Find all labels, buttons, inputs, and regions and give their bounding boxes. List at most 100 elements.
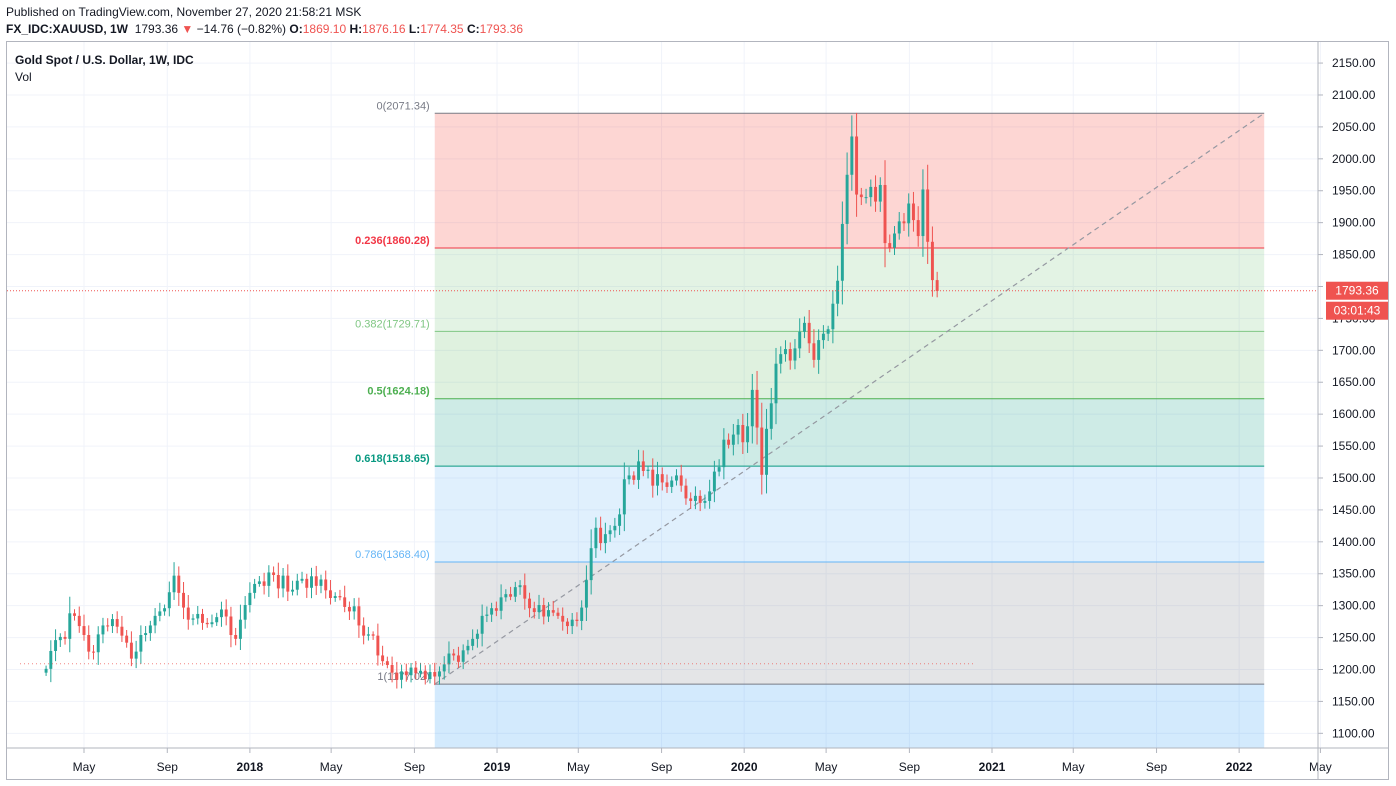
y-tick-label: 1850.00 xyxy=(1332,248,1376,262)
x-tick-label: 2019 xyxy=(484,760,511,774)
candle-body xyxy=(77,615,81,627)
candle-body xyxy=(238,619,242,639)
candle-body xyxy=(120,626,124,636)
candle-body xyxy=(253,583,257,593)
y-tick-label: 2100.00 xyxy=(1332,88,1376,102)
candle-body xyxy=(509,594,513,597)
y-tick-label: 2050.00 xyxy=(1332,120,1376,134)
candle-body xyxy=(513,587,517,597)
fib-level-label: 1(1177.02) xyxy=(377,671,429,683)
candle-body xyxy=(556,612,560,616)
candle-body xyxy=(44,668,48,673)
candle-body xyxy=(456,655,460,662)
change-value: −14.76 (−0.82%) xyxy=(196,22,287,36)
candle-body xyxy=(575,619,579,621)
fib-retracement[interactable]: 0(2071.34) 0.236(1860.28) 0.382(1729.71) 0.… xyxy=(355,100,1265,748)
candle-body xyxy=(461,650,465,662)
low-label: L: xyxy=(408,22,421,36)
close-value: 1793.36 xyxy=(479,22,524,36)
candle-body xyxy=(376,635,380,656)
x-tick-label: May xyxy=(815,760,838,774)
legend-vol: Vol xyxy=(15,70,32,84)
x-tick-label: May xyxy=(1309,760,1332,774)
candle-body xyxy=(670,480,674,487)
candle-body xyxy=(532,608,536,613)
candle-body xyxy=(869,186,873,198)
candle-body xyxy=(310,576,313,588)
candle-body xyxy=(727,439,731,445)
y-tick-label: 1900.00 xyxy=(1332,216,1376,230)
candle-body xyxy=(679,475,683,486)
candle-body xyxy=(674,475,678,481)
candle-body xyxy=(788,349,792,361)
candle-body xyxy=(874,186,878,202)
symbol-label: FX_IDC:XAUUSD, 1W xyxy=(6,22,129,36)
candle-body xyxy=(115,619,119,627)
candle-body xyxy=(324,579,328,591)
candle-body xyxy=(276,575,280,589)
candle-body xyxy=(684,485,688,499)
ohlc-line: FX_IDC:XAUUSD, 1W 1793.36 ▼ −14.76 (−0.8… xyxy=(6,22,523,36)
candle-body xyxy=(651,469,655,486)
candle-body xyxy=(760,427,764,475)
candle-body xyxy=(864,197,868,199)
open-label: O: xyxy=(289,22,303,36)
candle-body xyxy=(110,619,114,627)
x-tick-label: Sep xyxy=(404,760,426,774)
x-tick-label: Sep xyxy=(157,760,179,774)
candle-body xyxy=(859,194,863,198)
candle-body xyxy=(357,606,361,626)
candle-body xyxy=(779,354,783,364)
candle-body xyxy=(765,428,768,475)
fib-zone xyxy=(434,561,1265,685)
candle-body xyxy=(362,625,366,636)
candle-body xyxy=(693,495,697,501)
candle-body xyxy=(305,578,309,588)
y-tick-label: 1200.00 xyxy=(1332,662,1376,676)
candle-body xyxy=(580,607,584,621)
candle-body xyxy=(172,575,176,593)
candle-body xyxy=(63,636,67,639)
candle-body xyxy=(490,608,494,615)
candle-body xyxy=(58,636,62,641)
candle-body xyxy=(139,635,143,652)
y-tick-label: 1350.00 xyxy=(1332,567,1376,581)
candle-body xyxy=(518,585,522,588)
candle-body xyxy=(295,580,299,590)
candle-body xyxy=(129,642,133,659)
candle-body xyxy=(272,572,276,576)
y-tick-label: 1550.00 xyxy=(1332,439,1376,453)
candle-body xyxy=(926,189,930,242)
candle-body xyxy=(234,635,238,639)
candle-body xyxy=(148,625,152,634)
candle-body xyxy=(210,622,214,625)
candle-body xyxy=(480,615,484,634)
y-tick-label: 1400.00 xyxy=(1332,535,1376,549)
last-price: 1793.36 xyxy=(134,22,179,36)
x-tick-label: Sep xyxy=(1146,760,1168,774)
candle-body xyxy=(167,592,171,609)
candle-body xyxy=(49,650,53,669)
candle-body xyxy=(528,598,532,609)
candle-body xyxy=(665,482,669,487)
y-tick-label: 1250.00 xyxy=(1332,631,1376,645)
candle-body xyxy=(352,606,356,612)
x-tick-label: May xyxy=(320,760,343,774)
candle-body xyxy=(935,280,939,291)
candle-body xyxy=(646,469,650,471)
candle-body xyxy=(68,613,72,639)
candle-body xyxy=(826,329,830,334)
candle-body xyxy=(257,581,261,584)
fib-level-label: 0.786(1368.40) xyxy=(355,549,430,561)
y-tick-label: 1700.00 xyxy=(1332,343,1376,357)
candle-body xyxy=(385,661,389,666)
candle-body xyxy=(400,671,404,680)
overlay-lines xyxy=(7,290,1318,665)
candle-body xyxy=(87,635,91,652)
candle-body xyxy=(731,434,735,445)
last-price-badge-text: 1793.36 xyxy=(1335,284,1379,298)
candle-body xyxy=(712,471,716,492)
candle-body xyxy=(817,340,821,360)
candle-body xyxy=(708,491,712,501)
